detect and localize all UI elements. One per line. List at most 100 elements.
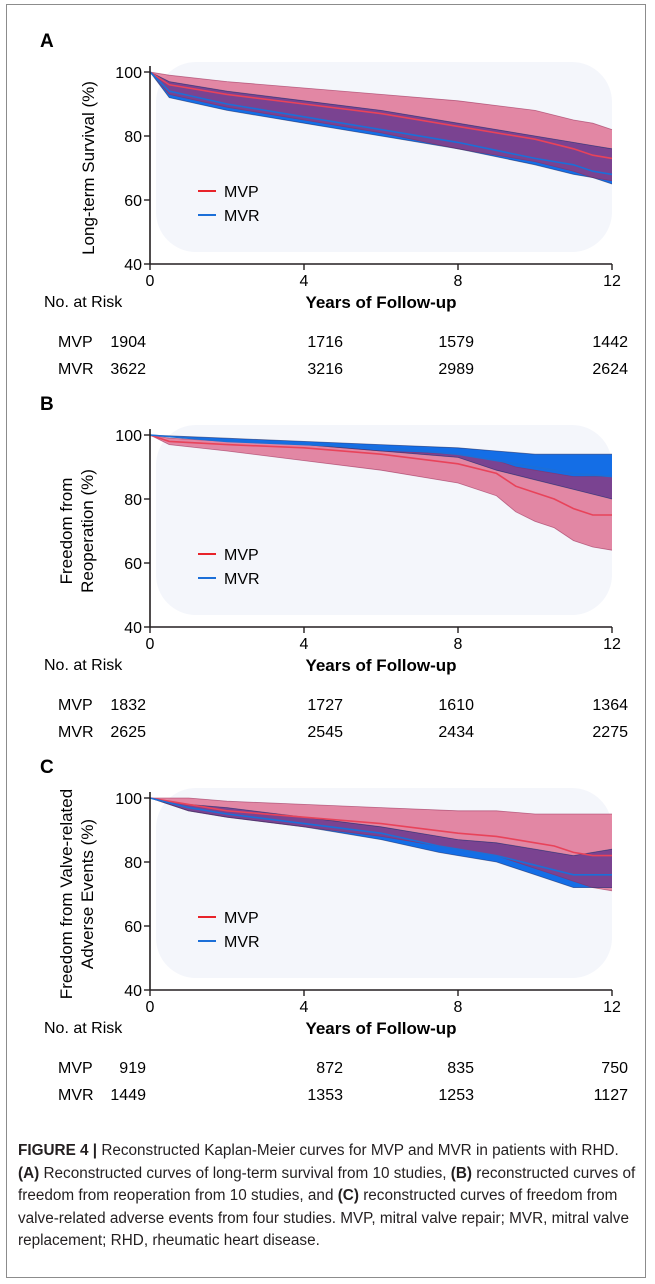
ci-edge-mvp-upper [149,71,613,130]
risk-count: 2545 [307,724,343,741]
panel-letter: C [40,757,54,778]
panel-c: C 40 60 80 100 0 4 8 12 Freedom from Valve-relate… [40,757,628,1104]
caption-a-tag: (A) [18,1164,40,1182]
risk-header: No. at Risk [44,1020,123,1037]
risk-row-label-mvp: MVP [58,697,93,714]
risk-row-label-mvr: MVR [58,1087,94,1104]
risk-count: 2625 [110,724,146,741]
ci-edge-mvr-lower [149,71,613,185]
legend-label-mvp: MVP [224,184,259,201]
figure-caption: FIGURE 4 | Reconstructed Kaplan-Meier cu… [18,1140,640,1253]
y-tick-label: 100 [115,65,142,82]
ci-edge-mvp-upper [150,797,612,815]
curve-mvp [149,71,613,160]
y-tick-label: 40 [124,983,142,1000]
curve-mvp [149,797,612,857]
y-tick-label: 80 [124,492,142,509]
risk-count: 2624 [592,361,628,378]
curve-mvr [149,71,613,176]
x-tick-label: 0 [146,273,155,290]
curve-mvp [149,434,612,516]
y-tick-label: 80 [124,855,142,872]
x-tick-label: 8 [454,273,463,290]
legend-label-mvp: MVP [224,547,259,564]
caption-b-tag: (B) [450,1164,472,1182]
risk-row-label-mvr: MVR [58,724,94,741]
risk-count: 919 [119,1060,146,1077]
figure-frame [6,4,646,1278]
y-tick-label: 80 [124,129,142,146]
x-tick-label: 0 [146,999,155,1016]
y-tick-label: 100 [115,791,142,808]
risk-count: 1727 [307,697,343,714]
risk-count: 2989 [438,361,474,378]
y-axis-label: Freedom from Valve-related [57,789,76,999]
caption-a-text: Reconstructed curves of long-term surviv… [39,1164,451,1182]
risk-count: 1127 [594,1087,629,1104]
x-tick-label: 4 [300,999,309,1016]
risk-count: 1253 [438,1087,474,1104]
curve-mvr [149,434,613,478]
panel-b: B 40 60 80 100 0 4 8 12 Freedom from Reoperation (… [40,394,628,741]
risk-count: 1610 [438,697,474,714]
risk-count: 3622 [110,361,146,378]
risk-row-label-mvp: MVP [58,334,93,351]
curve-mvr [149,797,612,876]
ci-edge-mvr-upper [149,434,612,455]
risk-header: No. at Risk [44,657,123,674]
ci-edge-mvp-lower [149,71,613,182]
y-tick-label: 40 [124,620,142,637]
risk-count: 1442 [592,334,628,351]
risk-count: 1716 [307,334,343,351]
risk-count: 1832 [110,697,146,714]
y-tick-label: 60 [124,919,142,936]
caption-c-text: reconstructed curves of freedom from val… [18,1187,629,1250]
risk-row-label-mvr: MVR [58,361,94,378]
ci-edge-mvr-upper [149,797,613,857]
legend-label-mvp: MVP [224,910,259,927]
risk-count: 1364 [592,697,628,714]
x-axis-label: Years of Follow-up [305,293,456,312]
y-axis-label: Freedom from [57,478,76,585]
x-tick-label: 12 [603,999,621,1016]
risk-count: 1904 [110,334,146,351]
x-axis-label: Years of Follow-up [305,1019,456,1038]
risk-count: 872 [316,1060,343,1077]
caption-b-text: reconstructed curves of freedom from reo… [18,1164,636,1205]
x-tick-label: 4 [300,636,309,653]
risk-row-label-mvp: MVP [58,1060,93,1077]
legend-label-mvr: MVR [224,571,260,588]
y-tick-label: 60 [124,556,142,573]
y-axis-label: Long-term Survival (%) [79,81,98,255]
caption-c-tag: (C) [337,1187,359,1205]
caption-label: FIGURE 4 | [18,1142,98,1159]
x-tick-label: 12 [603,636,621,653]
y-tick-label: 40 [124,257,142,274]
ci-edge-mvr-upper [149,71,613,150]
ci-edge-mvp-lower [149,434,613,551]
x-tick-label: 0 [146,636,155,653]
risk-count: 1449 [110,1087,146,1104]
panel-letter: B [40,394,54,415]
risk-count: 2275 [592,724,628,741]
x-tick-label: 4 [300,273,309,290]
risk-count: 1353 [307,1087,343,1104]
y-axis-label: Adverse Events (%) [78,819,97,969]
legend-label-mvr: MVR [224,934,260,951]
y-tick-label: 60 [124,193,142,210]
caption-intro: Reconstructed Kaplan-Meier curves for MV… [97,1142,619,1159]
x-axis-label: Years of Follow-up [305,656,456,675]
x-tick-label: 8 [454,636,463,653]
panel-letter: A [40,31,54,52]
y-tick-label: 100 [115,428,142,445]
x-tick-label: 12 [603,273,621,290]
risk-count: 1579 [438,334,474,351]
risk-count: 3216 [307,361,343,378]
x-tick-label: 8 [454,999,463,1016]
risk-count: 2434 [438,724,474,741]
y-axis-label: Reoperation (%) [78,469,97,593]
risk-count: 835 [447,1060,474,1077]
panel-a: A 40 60 80 100 0 4 8 12 Long-term Survival (%) Yea… [40,31,628,378]
risk-count: 750 [601,1060,628,1077]
